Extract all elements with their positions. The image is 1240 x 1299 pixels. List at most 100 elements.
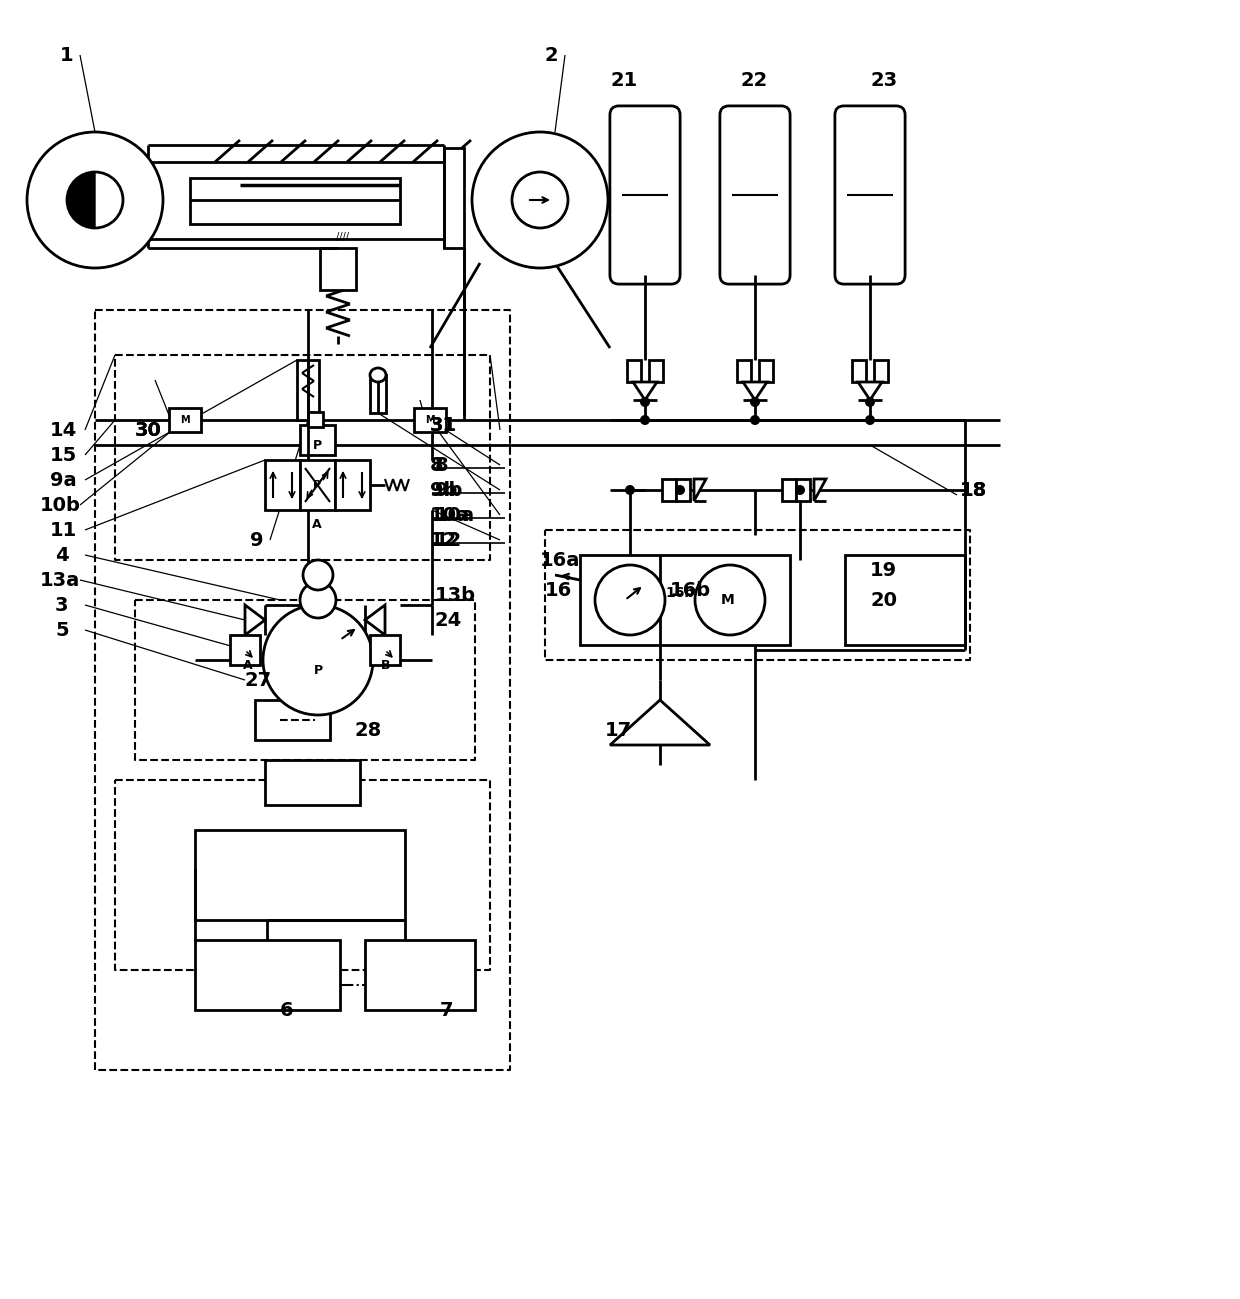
Text: 19: 19 bbox=[870, 560, 897, 579]
Polygon shape bbox=[610, 700, 711, 746]
Bar bbox=[300, 460, 335, 511]
Text: B: B bbox=[381, 659, 391, 672]
Bar bbox=[298, 360, 319, 420]
Circle shape bbox=[472, 132, 608, 268]
Bar bbox=[195, 830, 405, 920]
Text: 22: 22 bbox=[740, 70, 768, 90]
Text: 4: 4 bbox=[55, 546, 68, 565]
Polygon shape bbox=[694, 479, 706, 501]
Text: 31: 31 bbox=[430, 416, 458, 434]
Circle shape bbox=[866, 414, 875, 425]
Text: 16b: 16b bbox=[665, 586, 694, 600]
FancyBboxPatch shape bbox=[835, 107, 905, 284]
Bar bbox=[796, 479, 810, 501]
Text: 10a: 10a bbox=[435, 505, 475, 525]
Text: 12: 12 bbox=[435, 530, 463, 549]
Text: M: M bbox=[425, 414, 435, 425]
Bar bbox=[759, 360, 773, 382]
Circle shape bbox=[640, 414, 650, 425]
Text: 17: 17 bbox=[605, 721, 632, 739]
Polygon shape bbox=[813, 479, 826, 501]
Bar bbox=[195, 940, 340, 1011]
Bar bbox=[676, 479, 689, 501]
Text: 15: 15 bbox=[50, 446, 77, 465]
Bar bbox=[190, 178, 401, 223]
Text: 9: 9 bbox=[250, 530, 263, 549]
Circle shape bbox=[866, 397, 875, 407]
Bar bbox=[737, 360, 751, 382]
Text: 12: 12 bbox=[430, 530, 458, 549]
Bar bbox=[649, 360, 663, 382]
Text: P: P bbox=[312, 439, 321, 452]
Polygon shape bbox=[632, 382, 657, 400]
FancyBboxPatch shape bbox=[720, 107, 790, 284]
Bar bbox=[844, 555, 965, 646]
Circle shape bbox=[750, 414, 760, 425]
Text: 16a: 16a bbox=[539, 551, 580, 569]
Bar bbox=[852, 360, 866, 382]
Circle shape bbox=[625, 485, 635, 495]
Text: 1: 1 bbox=[60, 45, 73, 65]
Polygon shape bbox=[743, 382, 768, 400]
Text: 8: 8 bbox=[435, 456, 449, 474]
Text: ////: //// bbox=[336, 233, 348, 242]
Text: P: P bbox=[312, 481, 321, 490]
Circle shape bbox=[303, 560, 334, 590]
Text: 18: 18 bbox=[960, 481, 987, 500]
Bar bbox=[300, 425, 335, 455]
Text: 7: 7 bbox=[440, 1000, 454, 1020]
Circle shape bbox=[750, 397, 760, 407]
Text: 14: 14 bbox=[50, 421, 77, 439]
Text: 30: 30 bbox=[135, 421, 162, 439]
Text: 11: 11 bbox=[50, 521, 77, 539]
Circle shape bbox=[595, 565, 665, 635]
Bar bbox=[365, 940, 475, 1011]
Text: 16: 16 bbox=[546, 581, 572, 600]
Circle shape bbox=[27, 132, 162, 268]
Bar bbox=[335, 460, 370, 511]
Text: 27: 27 bbox=[246, 670, 272, 690]
Bar bbox=[320, 248, 356, 290]
Text: 8: 8 bbox=[430, 456, 444, 474]
Text: 13b: 13b bbox=[435, 586, 476, 604]
Text: 9a: 9a bbox=[50, 470, 77, 490]
Bar bbox=[370, 375, 386, 413]
Text: 16b: 16b bbox=[670, 581, 711, 600]
Text: M: M bbox=[722, 594, 735, 607]
Bar bbox=[444, 148, 464, 248]
Text: M: M bbox=[180, 414, 190, 425]
Text: 10b: 10b bbox=[40, 495, 81, 514]
Text: 9b: 9b bbox=[435, 481, 463, 500]
Text: 31: 31 bbox=[430, 416, 458, 434]
Bar bbox=[627, 360, 641, 382]
Text: 3: 3 bbox=[55, 595, 68, 614]
Bar bbox=[370, 635, 401, 665]
Bar bbox=[580, 555, 790, 646]
Text: P: P bbox=[314, 664, 322, 677]
Bar bbox=[265, 760, 360, 805]
Text: 5: 5 bbox=[55, 621, 68, 639]
Text: 30: 30 bbox=[135, 421, 162, 439]
Bar bbox=[265, 460, 300, 511]
Bar bbox=[662, 479, 676, 501]
Circle shape bbox=[795, 485, 805, 495]
Circle shape bbox=[640, 397, 650, 407]
Text: A: A bbox=[312, 518, 322, 531]
Text: 6: 6 bbox=[280, 1000, 294, 1020]
FancyBboxPatch shape bbox=[610, 107, 680, 284]
Bar bbox=[874, 360, 888, 382]
Circle shape bbox=[512, 171, 568, 229]
Ellipse shape bbox=[370, 368, 386, 382]
Bar bbox=[169, 408, 201, 433]
Circle shape bbox=[300, 582, 336, 618]
Text: 13a: 13a bbox=[40, 570, 81, 590]
Polygon shape bbox=[858, 382, 882, 400]
Wedge shape bbox=[68, 173, 95, 227]
Text: 24: 24 bbox=[435, 611, 463, 630]
Bar bbox=[148, 162, 453, 239]
Polygon shape bbox=[246, 605, 265, 635]
Text: 10a: 10a bbox=[430, 505, 470, 525]
Text: 21: 21 bbox=[610, 70, 637, 90]
Circle shape bbox=[675, 485, 684, 495]
Circle shape bbox=[694, 565, 765, 635]
